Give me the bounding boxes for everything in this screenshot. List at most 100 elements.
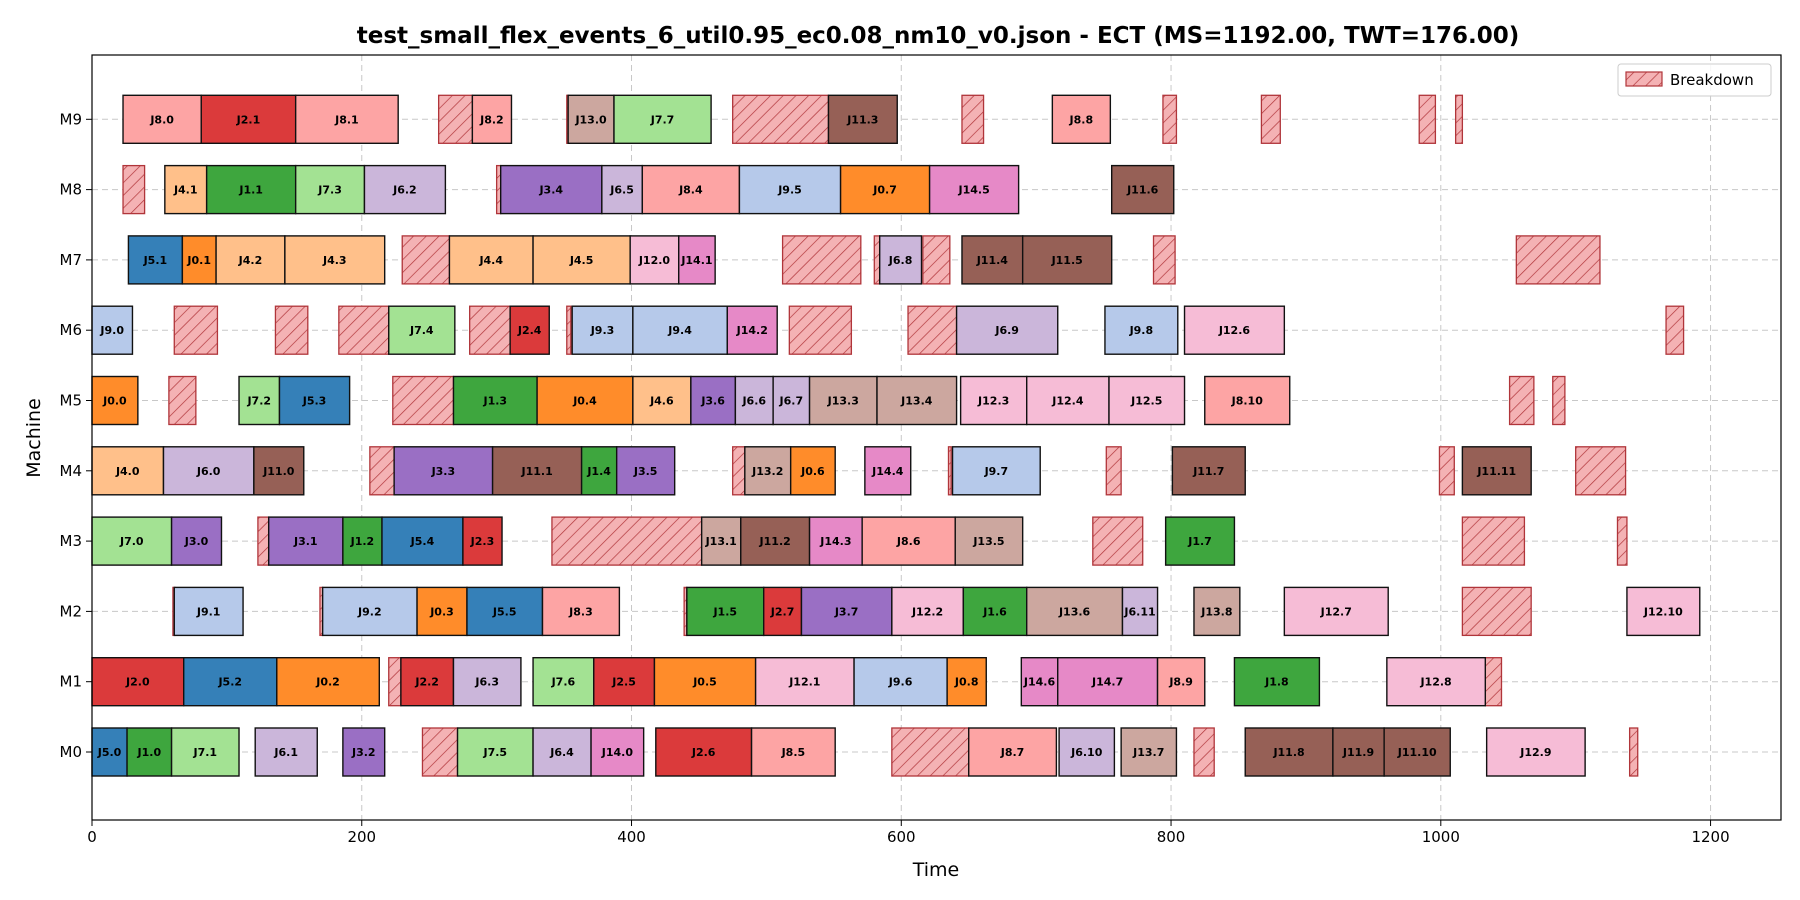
task-rect xyxy=(509,305,550,355)
task-rect xyxy=(342,516,383,566)
breakdown-bar xyxy=(1092,516,1144,566)
task-rect xyxy=(466,586,544,637)
task-bar: J8.4 xyxy=(641,164,741,215)
task-rect xyxy=(1461,446,1532,496)
breakdown-hatch xyxy=(338,305,390,355)
task-rect xyxy=(641,164,741,215)
task-label: J11.10 xyxy=(1397,746,1437,759)
task-rect xyxy=(1485,727,1586,777)
task-bar: J11.6 xyxy=(1110,164,1175,215)
task-rect xyxy=(1104,305,1179,355)
task-label: J11.1 xyxy=(520,465,552,478)
breakdown-bar xyxy=(1193,727,1215,777)
task-rect xyxy=(700,516,742,566)
y-tick-label-m6: M6 xyxy=(60,321,83,339)
task-rect xyxy=(162,446,255,496)
task-rect xyxy=(448,235,534,285)
task-rect xyxy=(1058,727,1116,777)
task-label: J12.1 xyxy=(788,676,820,689)
task-rect xyxy=(961,235,1024,285)
task-bar: J6.6 xyxy=(734,375,774,426)
task-rect xyxy=(1283,586,1389,637)
task-rect xyxy=(740,516,811,566)
task-label: J8.9 xyxy=(1168,676,1193,689)
task-bar: J8.1 xyxy=(294,94,399,145)
task-bar: J0.5 xyxy=(653,657,757,707)
task-rect xyxy=(462,516,503,566)
task-rect xyxy=(968,727,1058,777)
breakdown-hatch xyxy=(401,235,451,285)
task-bar: J5.2 xyxy=(183,657,278,707)
task-bar: J2.4 xyxy=(509,305,550,355)
breakdown-hatch xyxy=(1193,727,1215,777)
task-bar: J13.3 xyxy=(808,375,878,426)
task-bar: J5.3 xyxy=(278,375,351,426)
breakdown-hatch xyxy=(947,446,952,496)
task-label: J6.2 xyxy=(392,184,417,197)
task-rect xyxy=(491,446,583,496)
task-label: J6.1 xyxy=(273,746,298,759)
task-label: J6.4 xyxy=(549,746,574,759)
task-rect xyxy=(1171,446,1246,496)
task-bar: J0.2 xyxy=(276,657,380,707)
task-label: J12.0 xyxy=(638,254,671,267)
task-rect xyxy=(532,235,631,285)
task-label: J8.3 xyxy=(568,605,593,618)
task-rect xyxy=(1051,94,1112,145)
task-bar: J11.9 xyxy=(1332,727,1385,777)
task-label: J5.4 xyxy=(410,535,435,548)
task-bar: J4.4 xyxy=(448,235,534,285)
breakdown-hatch xyxy=(173,305,219,355)
breakdown-bar xyxy=(961,94,985,144)
breakdown-hatch xyxy=(1484,657,1503,707)
y-tick-label-m2: M2 xyxy=(60,602,83,620)
y-tick-label-m1: M1 xyxy=(60,673,83,691)
x-axis-label: Time xyxy=(912,859,960,881)
task-bar: J7.5 xyxy=(456,727,534,777)
task-bar: J9.2 xyxy=(321,586,418,637)
x-tick-label: 0 xyxy=(87,828,97,846)
chart-title: test_small_flex_events_6_util0.95_ec0.08… xyxy=(357,23,1520,49)
task-label: J12.2 xyxy=(911,605,943,618)
task-rect xyxy=(734,375,774,426)
task-bar: J8.6 xyxy=(861,516,956,566)
task-bar: J4.2 xyxy=(215,235,286,285)
task-rect xyxy=(363,164,447,215)
x-tick-label: 800 xyxy=(1157,828,1186,846)
task-bar: J6.0 xyxy=(162,446,255,496)
y-tick-label-m5: M5 xyxy=(60,392,83,410)
task-label: J7.0 xyxy=(119,535,144,548)
task-rect xyxy=(1244,727,1334,777)
task-rect xyxy=(381,516,464,566)
breakdown-bar xyxy=(947,446,952,496)
breakdown-bar xyxy=(469,305,511,355)
task-bar: J8.7 xyxy=(968,727,1058,777)
task-label: J2.5 xyxy=(611,676,636,689)
task-bar: J6.9 xyxy=(955,305,1059,355)
task-label: J11.5 xyxy=(1051,254,1083,267)
task-label: J8.4 xyxy=(678,184,703,197)
task-bar: J9.1 xyxy=(173,586,244,637)
task-bar: J11.10 xyxy=(1383,727,1451,777)
breakdown-bar xyxy=(1105,446,1122,496)
task-rect xyxy=(827,94,898,145)
task-label: J0.6 xyxy=(800,465,825,478)
task-bar: J11.11 xyxy=(1461,446,1532,496)
breakdown-hatch xyxy=(421,727,459,777)
task-label: J7.2 xyxy=(246,395,271,408)
breakdown-hatch xyxy=(1260,94,1281,144)
task-bar: J11.3 xyxy=(827,94,898,145)
task-label: J12.10 xyxy=(1643,605,1683,618)
task-bar: J7.2 xyxy=(238,375,281,426)
task-label: J14.4 xyxy=(871,465,904,478)
task-label: J11.0 xyxy=(262,465,295,478)
breakdown-bar xyxy=(1575,446,1627,496)
task-label: J7.7 xyxy=(650,113,675,126)
task-bar: J9.3 xyxy=(571,305,634,355)
task-label: J0.3 xyxy=(429,605,454,618)
breakdown-hatch xyxy=(1665,305,1685,355)
x-tick-label: 400 xyxy=(617,828,646,846)
task-rect xyxy=(750,727,836,777)
task-bar: J6.1 xyxy=(254,727,318,777)
task-bar: J7.6 xyxy=(532,657,595,707)
